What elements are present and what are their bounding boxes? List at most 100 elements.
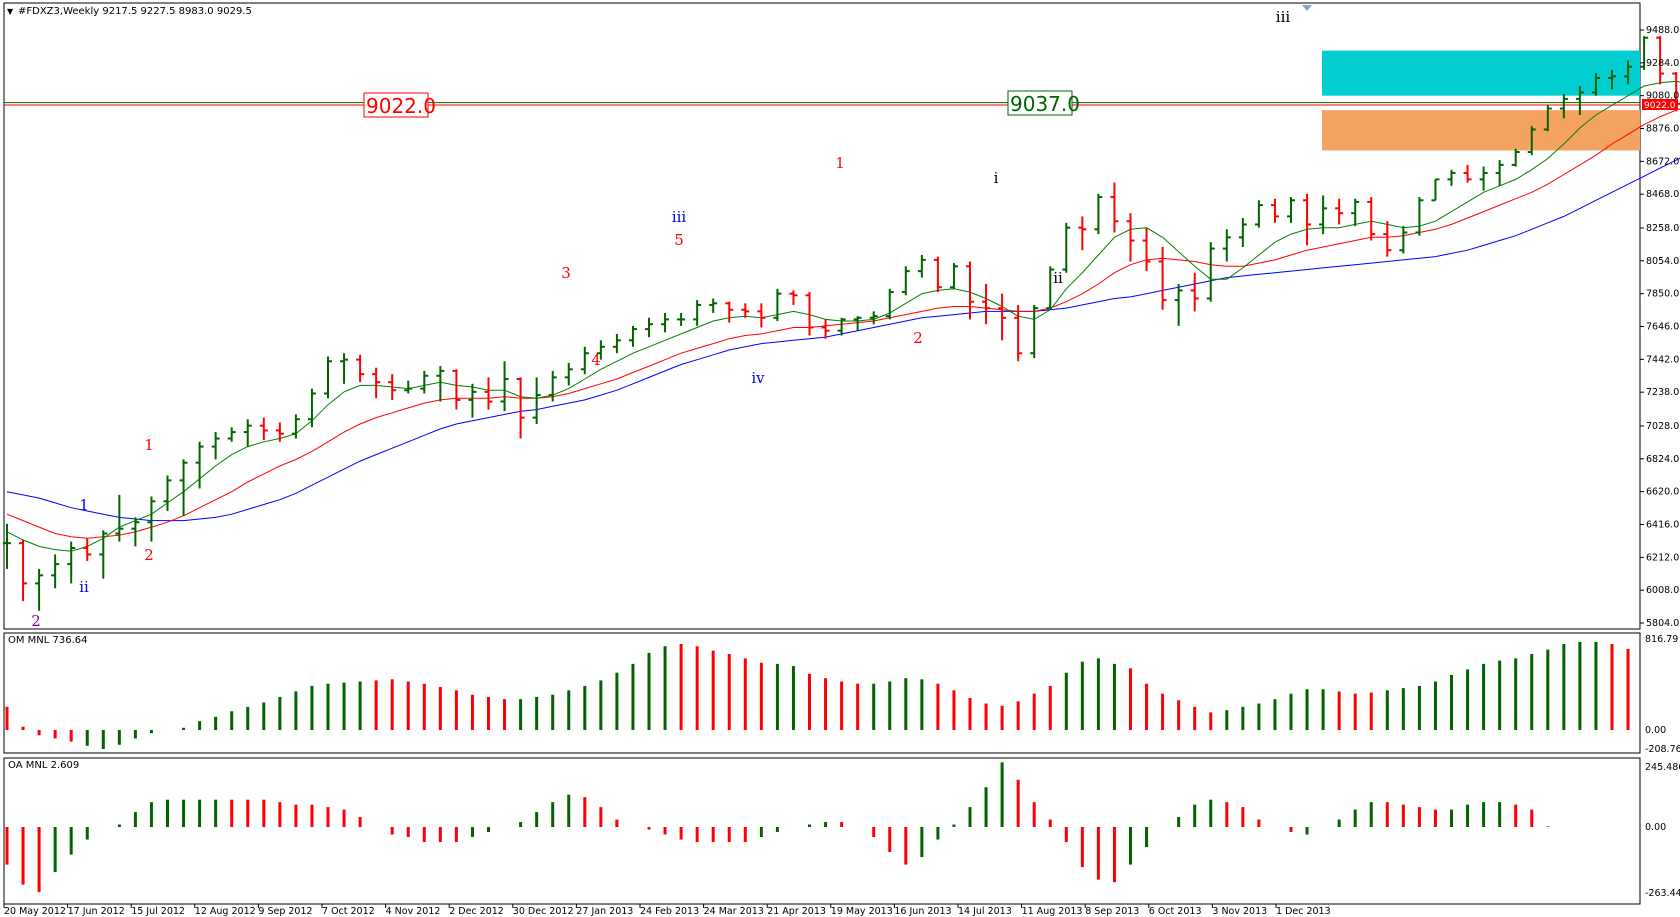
ohlc-bar	[1624, 60, 1633, 85]
x-tick-label: 15 Jul 2012	[131, 906, 185, 917]
ma-slow-line	[6, 157, 1680, 522]
ohlc-bar	[821, 319, 830, 339]
ohlc-bar	[564, 362, 573, 386]
x-tick-label: 3 Nov 2013	[1212, 906, 1267, 917]
ohlc-bar	[163, 475, 172, 511]
y-tick-label: 7850.0	[1646, 289, 1679, 300]
wave-label: 2	[144, 546, 154, 564]
ohlc-bar	[548, 370, 557, 402]
wave-label: 2	[913, 329, 923, 347]
x-tick-label: 21 Apr 2013	[767, 906, 826, 917]
oa-panel-frame	[3, 757, 1641, 905]
ohlc-bar	[1094, 193, 1103, 235]
ohlc-bar	[340, 353, 349, 384]
ohlc-bar	[1319, 195, 1328, 235]
ohlc-bar	[885, 288, 894, 320]
x-tick-label: 24 Mar 2013	[704, 906, 764, 917]
ohlc-bar	[853, 316, 862, 331]
y-tick-label: 6620.0	[1646, 487, 1679, 498]
ohlc-bar	[436, 366, 445, 402]
ohlc-bar	[1367, 197, 1376, 241]
ohlc-bar	[1287, 197, 1295, 223]
ohlc-bar	[532, 377, 541, 425]
ohlc-bar	[1575, 86, 1584, 115]
wave-label: iii	[1276, 8, 1291, 26]
ohlc-bar	[227, 427, 236, 442]
ohlc-bar	[645, 317, 653, 338]
ohlc-bar	[869, 311, 878, 325]
ohlc-bar	[789, 290, 798, 305]
ohlc-bar	[131, 517, 140, 547]
price-zone-1	[1322, 50, 1640, 96]
ohlc-bar	[917, 255, 926, 278]
ohlc-bar	[933, 256, 942, 293]
ohlc-bar	[35, 568, 44, 611]
ohlc-bar	[307, 388, 316, 428]
wave-label: 3	[561, 264, 571, 282]
ohlc-bar	[372, 367, 381, 399]
ohlc-bar	[1495, 160, 1504, 186]
ohlc-bar	[757, 303, 766, 328]
oa-tick-top: 245.486	[1645, 762, 1680, 773]
x-tick-label: 9 Sep 2012	[258, 906, 312, 917]
x-tick-label: 7 Oct 2012	[322, 906, 375, 917]
y-tick-label: 8468.0	[1646, 189, 1679, 200]
ohlc-bar	[901, 266, 910, 296]
price-zone-2	[1322, 110, 1640, 151]
ohlc-bar	[966, 261, 974, 320]
ohlc-bar	[500, 361, 509, 412]
ohlc-bar	[1656, 36, 1665, 85]
ohlc-bar	[773, 288, 782, 322]
price-panel-frame	[3, 2, 1641, 630]
ohlc-bar	[404, 380, 413, 394]
y-tick-label: 7646.0	[1646, 322, 1679, 333]
x-tick-label: 16 Jun 2013	[894, 906, 951, 917]
wave-label: iv	[751, 369, 765, 387]
wave-label: 1	[79, 496, 89, 514]
y-tick-label: 8672.0	[1646, 156, 1679, 167]
ohlc-bar	[693, 300, 702, 326]
y-tick-label: 8258.0	[1646, 223, 1679, 234]
price-label-right-text: 9037.0	[1010, 92, 1080, 116]
shift-marker-icon[interactable]	[1302, 5, 1312, 11]
y-tick-label: 6824.0	[1646, 454, 1679, 465]
wave-label: ii	[1053, 269, 1063, 287]
ohlc-bar	[1046, 266, 1055, 310]
oa-tick-zero: 0.00	[1645, 822, 1666, 833]
x-tick-label: 20 May 2012	[4, 906, 66, 917]
ma-mid-line	[6, 108, 1680, 539]
ohlc-bar	[1238, 218, 1247, 247]
ohlc-bar	[837, 317, 846, 336]
ohlc-bar	[19, 539, 28, 602]
x-tick-label: 6 Oct 2013	[1149, 906, 1202, 917]
ohlc-bar	[1415, 197, 1424, 236]
wave-label: 4	[591, 351, 601, 369]
ohlc-bar	[259, 417, 268, 441]
ohlc-bar	[805, 292, 814, 336]
ohlc-bar	[1640, 36, 1649, 70]
ohlc-bar	[195, 441, 204, 489]
ohlc-bar	[516, 377, 525, 439]
wave-label: 1	[144, 436, 154, 454]
ohlc-bar	[243, 419, 252, 447]
wave-label: ii	[79, 578, 89, 596]
menu-triangle-icon[interactable]: ▼	[7, 7, 14, 16]
y-tick-label: 6416.0	[1646, 519, 1679, 530]
x-tick-label: 19 May 2013	[831, 906, 893, 917]
x-tick-label: 24 Feb 2013	[640, 906, 699, 917]
ohlc-bar	[1511, 148, 1520, 167]
ohlc-bar	[1206, 242, 1215, 302]
ohlc-bar	[1222, 229, 1231, 262]
ohlc-bar	[982, 284, 991, 325]
y-tick-label: 7028.0	[1646, 421, 1679, 432]
ohlc-bar	[1142, 227, 1151, 272]
om-tick-top: 816.79	[1645, 634, 1678, 645]
ohlc-bar	[1303, 193, 1312, 246]
ohlc-bar	[1527, 126, 1536, 156]
symbol-info: #FDXZ3,Weekly 9217.5 9227.5 8983.0 9029.…	[18, 6, 252, 17]
ohlc-bar	[628, 325, 637, 347]
ohlc-bar	[468, 383, 477, 418]
x-tick-label: 12 Aug 2012	[195, 906, 256, 917]
y-tick-label: 7238.0	[1646, 387, 1679, 398]
